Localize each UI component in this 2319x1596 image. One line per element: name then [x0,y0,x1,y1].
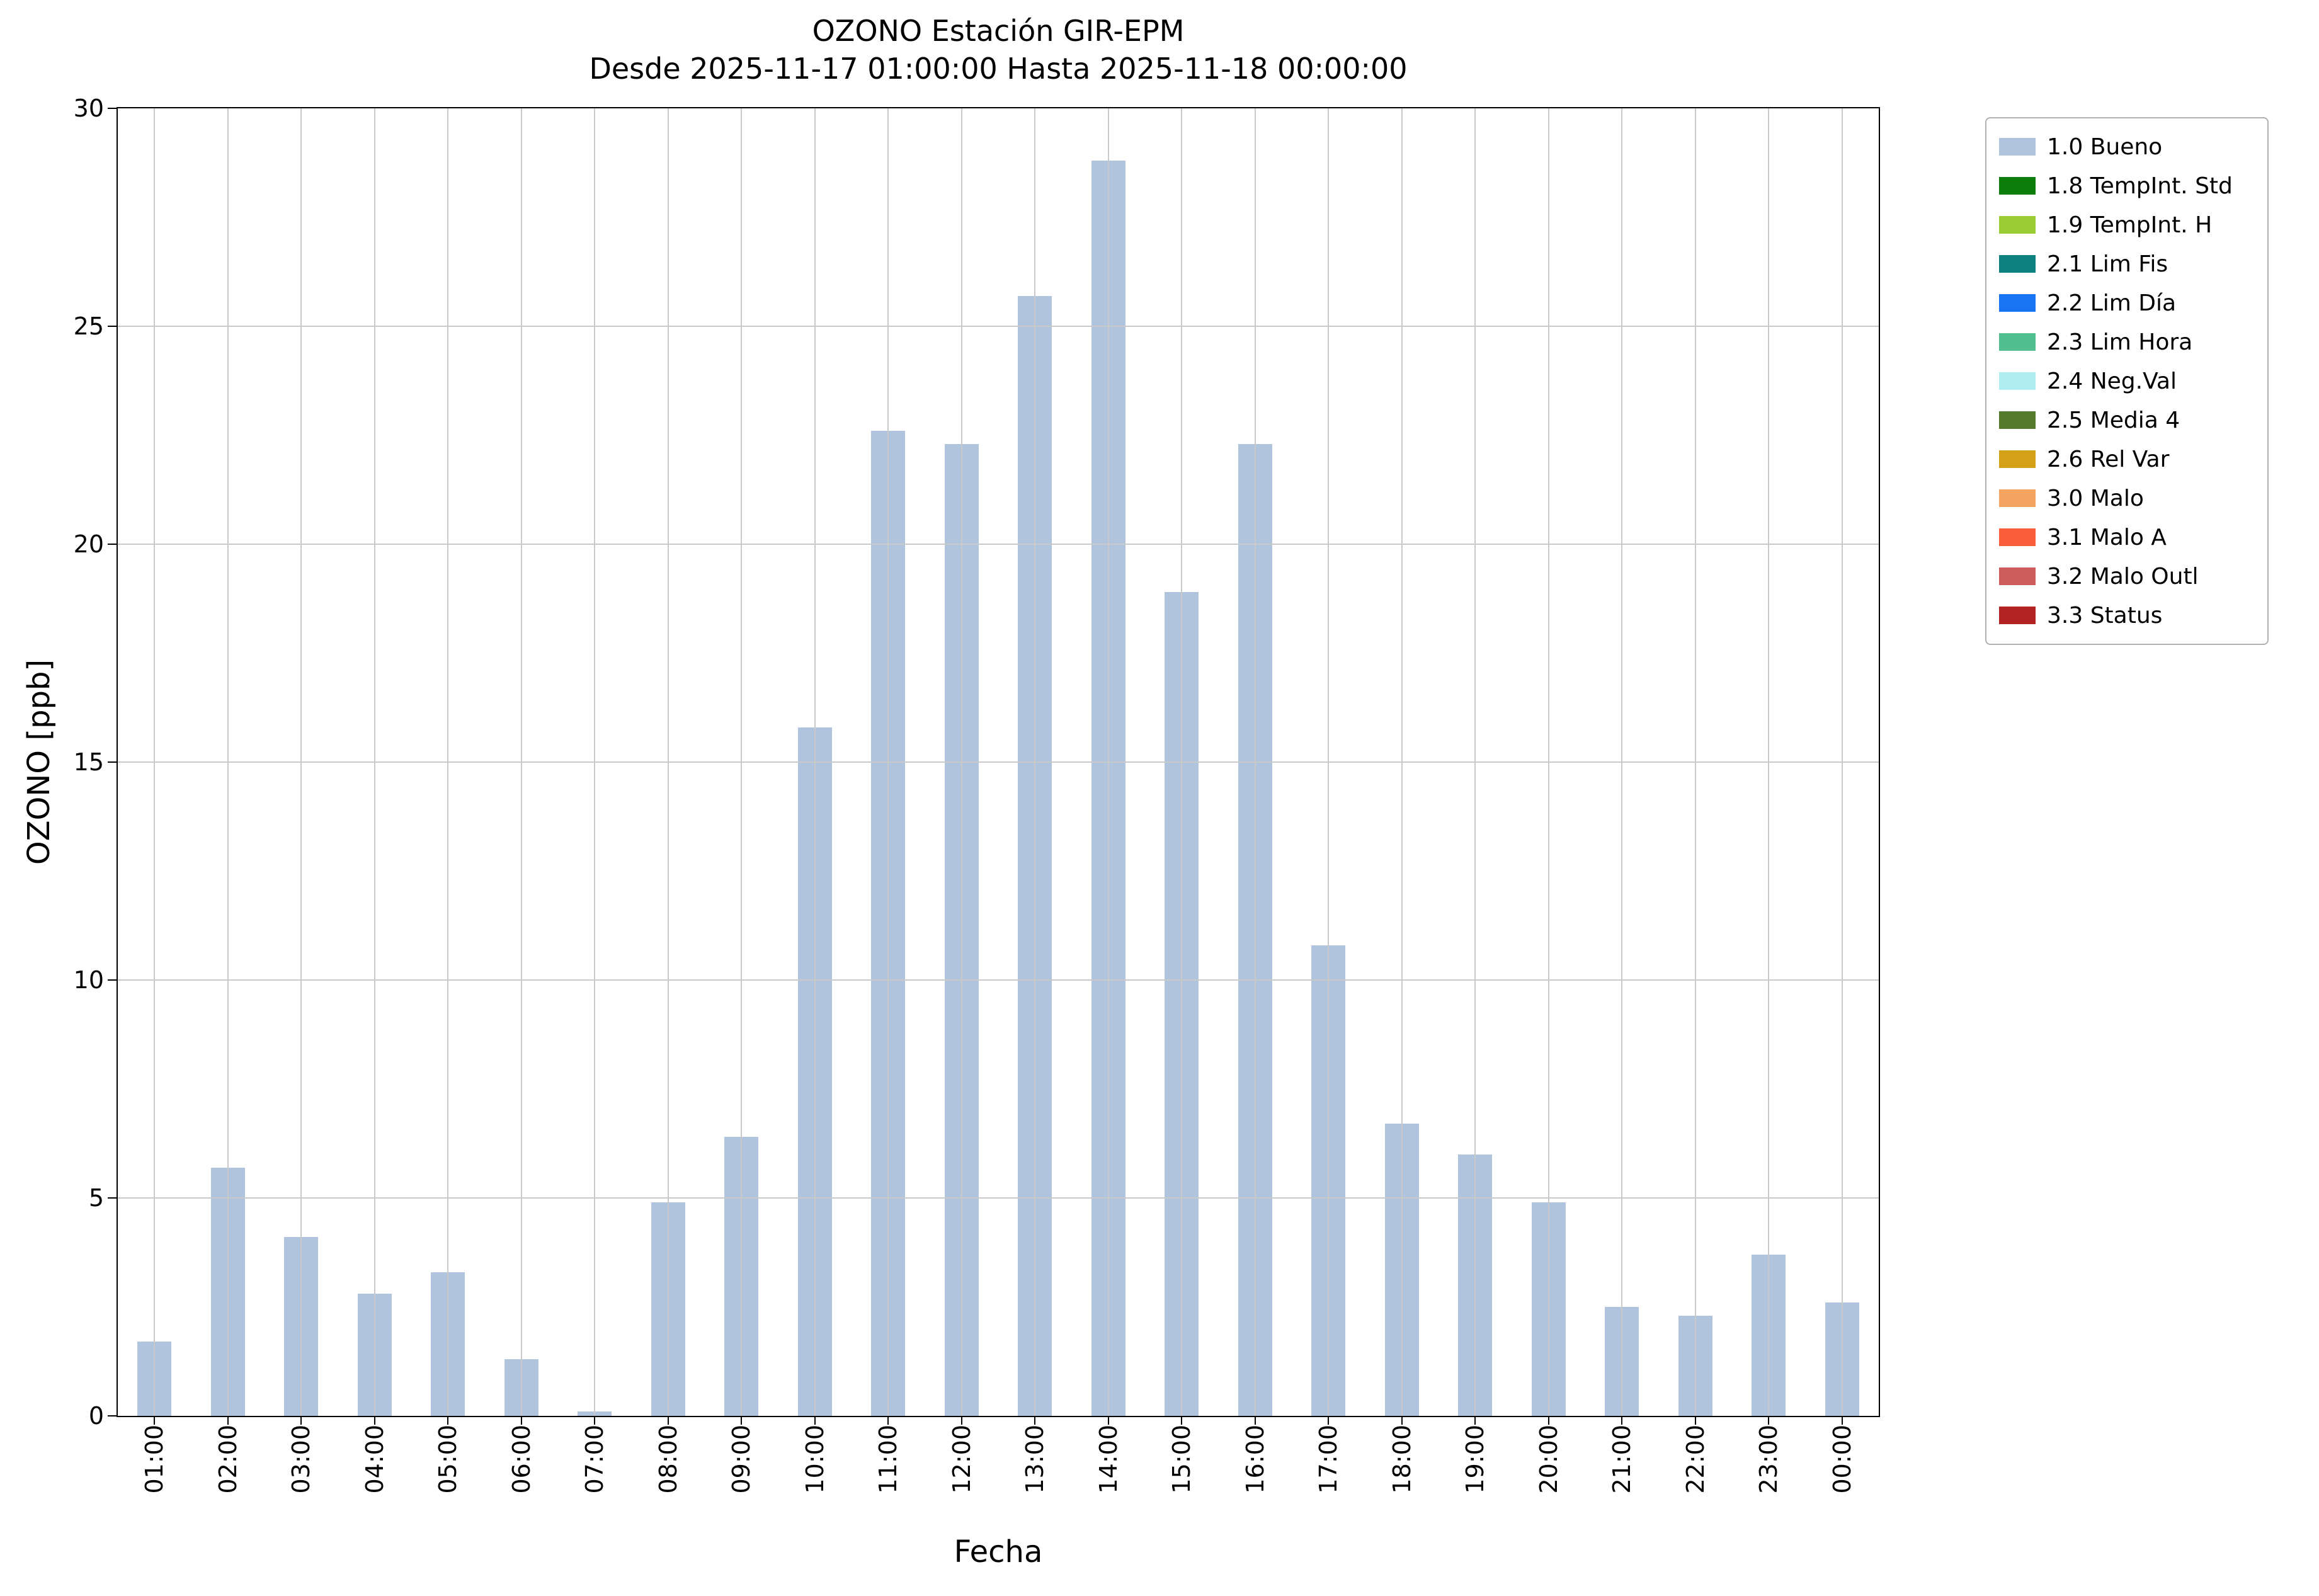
x-tick-mark [887,1416,889,1425]
y-tick-mark [108,1197,117,1199]
y-tick-label: 0 [88,1402,104,1430]
x-tick-mark [1401,1416,1403,1425]
legend-label: 1.0 Bueno [2047,134,2163,160]
legend-swatch [1999,607,2036,624]
y-tick-mark [108,544,117,545]
legend-label: 2.2 Lim Día [2047,290,2177,316]
x-tick-mark [1254,1416,1256,1425]
horizontal-gridline [118,761,1879,763]
horizontal-gridline [118,979,1879,981]
legend-swatch [1999,333,2036,351]
legend-item: 2.1 Lim Fis [1999,244,2251,283]
x-tick-mark [814,1416,816,1425]
horizontal-gridline [118,326,1879,327]
plot-area: 01:00 02:00 03:00 04:00 05:00 06:00 07:00 08:00… [74,96,1880,1494]
x-tick-mark [1547,1416,1549,1425]
x-tick-mark [1768,1416,1770,1425]
y-tick-mark [108,1415,117,1416]
legend-label: 3.2 Malo Outl [2047,563,2199,590]
y-tick-label: 10 [73,966,104,994]
legend-swatch [1999,138,2036,156]
x-tick-mark [1694,1416,1696,1425]
legend-item: 2.6 Rel Var [1999,440,2251,479]
legend-item: 2.5 Media 4 [1999,401,2251,440]
y-tick-label: 30 [73,94,104,122]
x-tick-mark [1034,1416,1036,1425]
legend-label: 2.3 Lim Hora [2047,329,2193,355]
legend-swatch [1999,372,2036,390]
x-tick-mark [373,1416,375,1425]
horizontal-gridline [118,1197,1879,1199]
legend-swatch [1999,567,2036,585]
legend-item: 1.0 Bueno [1999,127,2251,166]
legend-swatch [1999,255,2036,273]
legend-swatch [1999,216,2036,234]
y-tick-mark [108,108,117,109]
x-tick-mark [154,1416,156,1425]
legend-item: 1.9 TempInt. H [1999,205,2251,244]
x-tick-mark [1181,1416,1183,1425]
legend-item: 2.2 Lim Día [1999,283,2251,322]
x-tick-mark [1621,1416,1623,1425]
legend-item: 2.4 Neg.Val [1999,362,2251,401]
legend-item: 2.3 Lim Hora [1999,322,2251,362]
x-tick-mark [1841,1416,1843,1425]
x-tick-mark [1328,1416,1330,1425]
y-tick-label: 15 [73,748,104,776]
legend-item: 1.8 TempInt. Std [1999,166,2251,205]
legend-swatch [1999,528,2036,546]
y-tick-mark [108,326,117,327]
x-tick-mark [520,1416,522,1425]
legend-label: 2.4 Neg.Val [2047,368,2177,394]
x-tick-mark [300,1416,302,1425]
y-tick-mark [108,761,117,763]
legend-swatch [1999,489,2036,507]
legend-swatch [1999,177,2036,195]
y-tick-label: 25 [73,312,104,340]
legend-label: 2.1 Lim Fis [2047,251,2168,277]
chart-title: OZONO Estación GIR-EPM [812,14,1185,48]
chart-subtitle: Desde 2025-11-17 01:00:00 Hasta 2025-11-… [589,51,1408,86]
x-tick-mark [1474,1416,1476,1425]
legend-swatch [1999,411,2036,429]
legend-label: 2.6 Rel Var [2047,446,2170,472]
y-tick-label: 20 [73,530,104,558]
x-tick-mark [741,1416,743,1425]
horizontal-gridline [118,544,1879,545]
y-tick-label: 5 [88,1184,104,1212]
legend-item: 3.0 Malo [1999,479,2251,518]
legend-label: 1.9 TempInt. H [2047,212,2213,238]
legend-label: 1.8 TempInt. Std [2047,173,2233,199]
legend-item: 3.3 Status [1999,596,2251,635]
legend-label: 2.5 Media 4 [2047,407,2180,433]
legend: 1.0 Bueno 1.8 TempInt. Std 1.9 TempInt. H 2… [1985,117,2269,645]
x-tick-mark [1107,1416,1109,1425]
legend-label: 3.1 Malo A [2047,524,2167,550]
legend-label: 3.0 Malo [2047,485,2144,511]
legend-item: 3.2 Malo Outl [1999,557,2251,596]
legend-swatch [1999,450,2036,468]
x-tick-mark [667,1416,669,1425]
x-tick-mark [594,1416,596,1425]
x-tick-mark [447,1416,449,1425]
legend-item: 3.1 Malo A [1999,518,2251,557]
x-axis-label: Fecha [954,1534,1043,1570]
legend-swatch [1999,294,2036,312]
y-tick-mark [108,979,117,981]
chart-title-block: OZONO Estación GIR-EPM Desde 2025-11-17 … [117,13,1880,88]
x-tick-mark [960,1416,962,1425]
legend-label: 3.3 Status [2047,602,2163,629]
x-tick-mark [227,1416,229,1425]
